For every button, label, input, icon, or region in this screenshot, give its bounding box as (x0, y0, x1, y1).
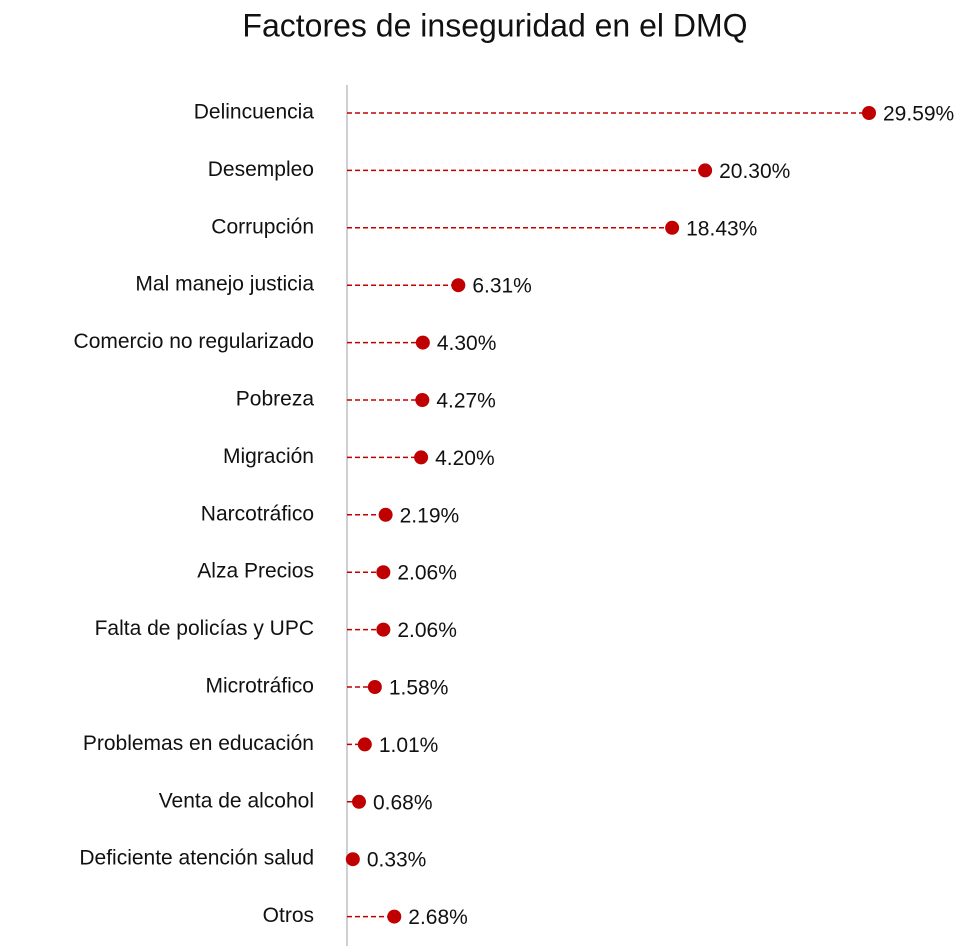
dot (357, 737, 372, 752)
value-label: 18.43% (686, 217, 757, 240)
value-label: 29.59% (883, 103, 954, 126)
dot (415, 393, 430, 407)
category-label: Microtráfico (205, 675, 314, 698)
value-label: 20.30% (719, 160, 790, 183)
category-label: Problemas en educación (83, 732, 314, 755)
dot (451, 278, 466, 293)
dot (351, 794, 366, 809)
value-label: 1.01% (379, 734, 439, 757)
value-label: 6.31% (472, 275, 532, 298)
category-label: Corrupción (211, 215, 314, 238)
category-label: Venta de alcohol (159, 789, 314, 812)
dot (376, 622, 391, 637)
category-label: Deficiente atención salud (79, 847, 314, 870)
dot (345, 852, 360, 867)
dot (367, 680, 382, 694)
value-label: 1.58% (389, 677, 449, 700)
value-label: 4.27% (436, 390, 496, 413)
category-label: Pobreza (236, 388, 315, 411)
category-label: Comercio no regularizado (74, 330, 314, 353)
chart-title: Factores de inseguridad en el DMQ (242, 7, 747, 43)
category-label: Migración (223, 445, 314, 468)
category-label: Otros (263, 904, 314, 927)
dot (862, 106, 876, 120)
category-label: Alza Precios (197, 560, 314, 583)
dot (698, 163, 713, 178)
category-label: Falta de policías y UPC (95, 617, 314, 640)
dot (665, 220, 680, 235)
category-label: Delincuencia (194, 101, 315, 124)
dot (376, 565, 391, 580)
value-label: 2.68% (408, 906, 468, 929)
category-label: Desempleo (208, 158, 314, 181)
value-label: 2.06% (397, 619, 457, 642)
dot (387, 909, 402, 924)
value-label: 2.06% (397, 562, 457, 585)
value-label: 4.20% (435, 447, 495, 470)
dot (415, 335, 430, 350)
value-label: 0.68% (373, 791, 433, 814)
category-label: Mal manejo justicia (135, 273, 314, 296)
category-label: Narcotráfico (201, 502, 314, 525)
value-label: 2.19% (400, 504, 460, 527)
value-label: 4.30% (437, 332, 497, 355)
value-label: 0.33% (367, 849, 427, 872)
dot (378, 507, 393, 522)
dot (414, 450, 429, 465)
